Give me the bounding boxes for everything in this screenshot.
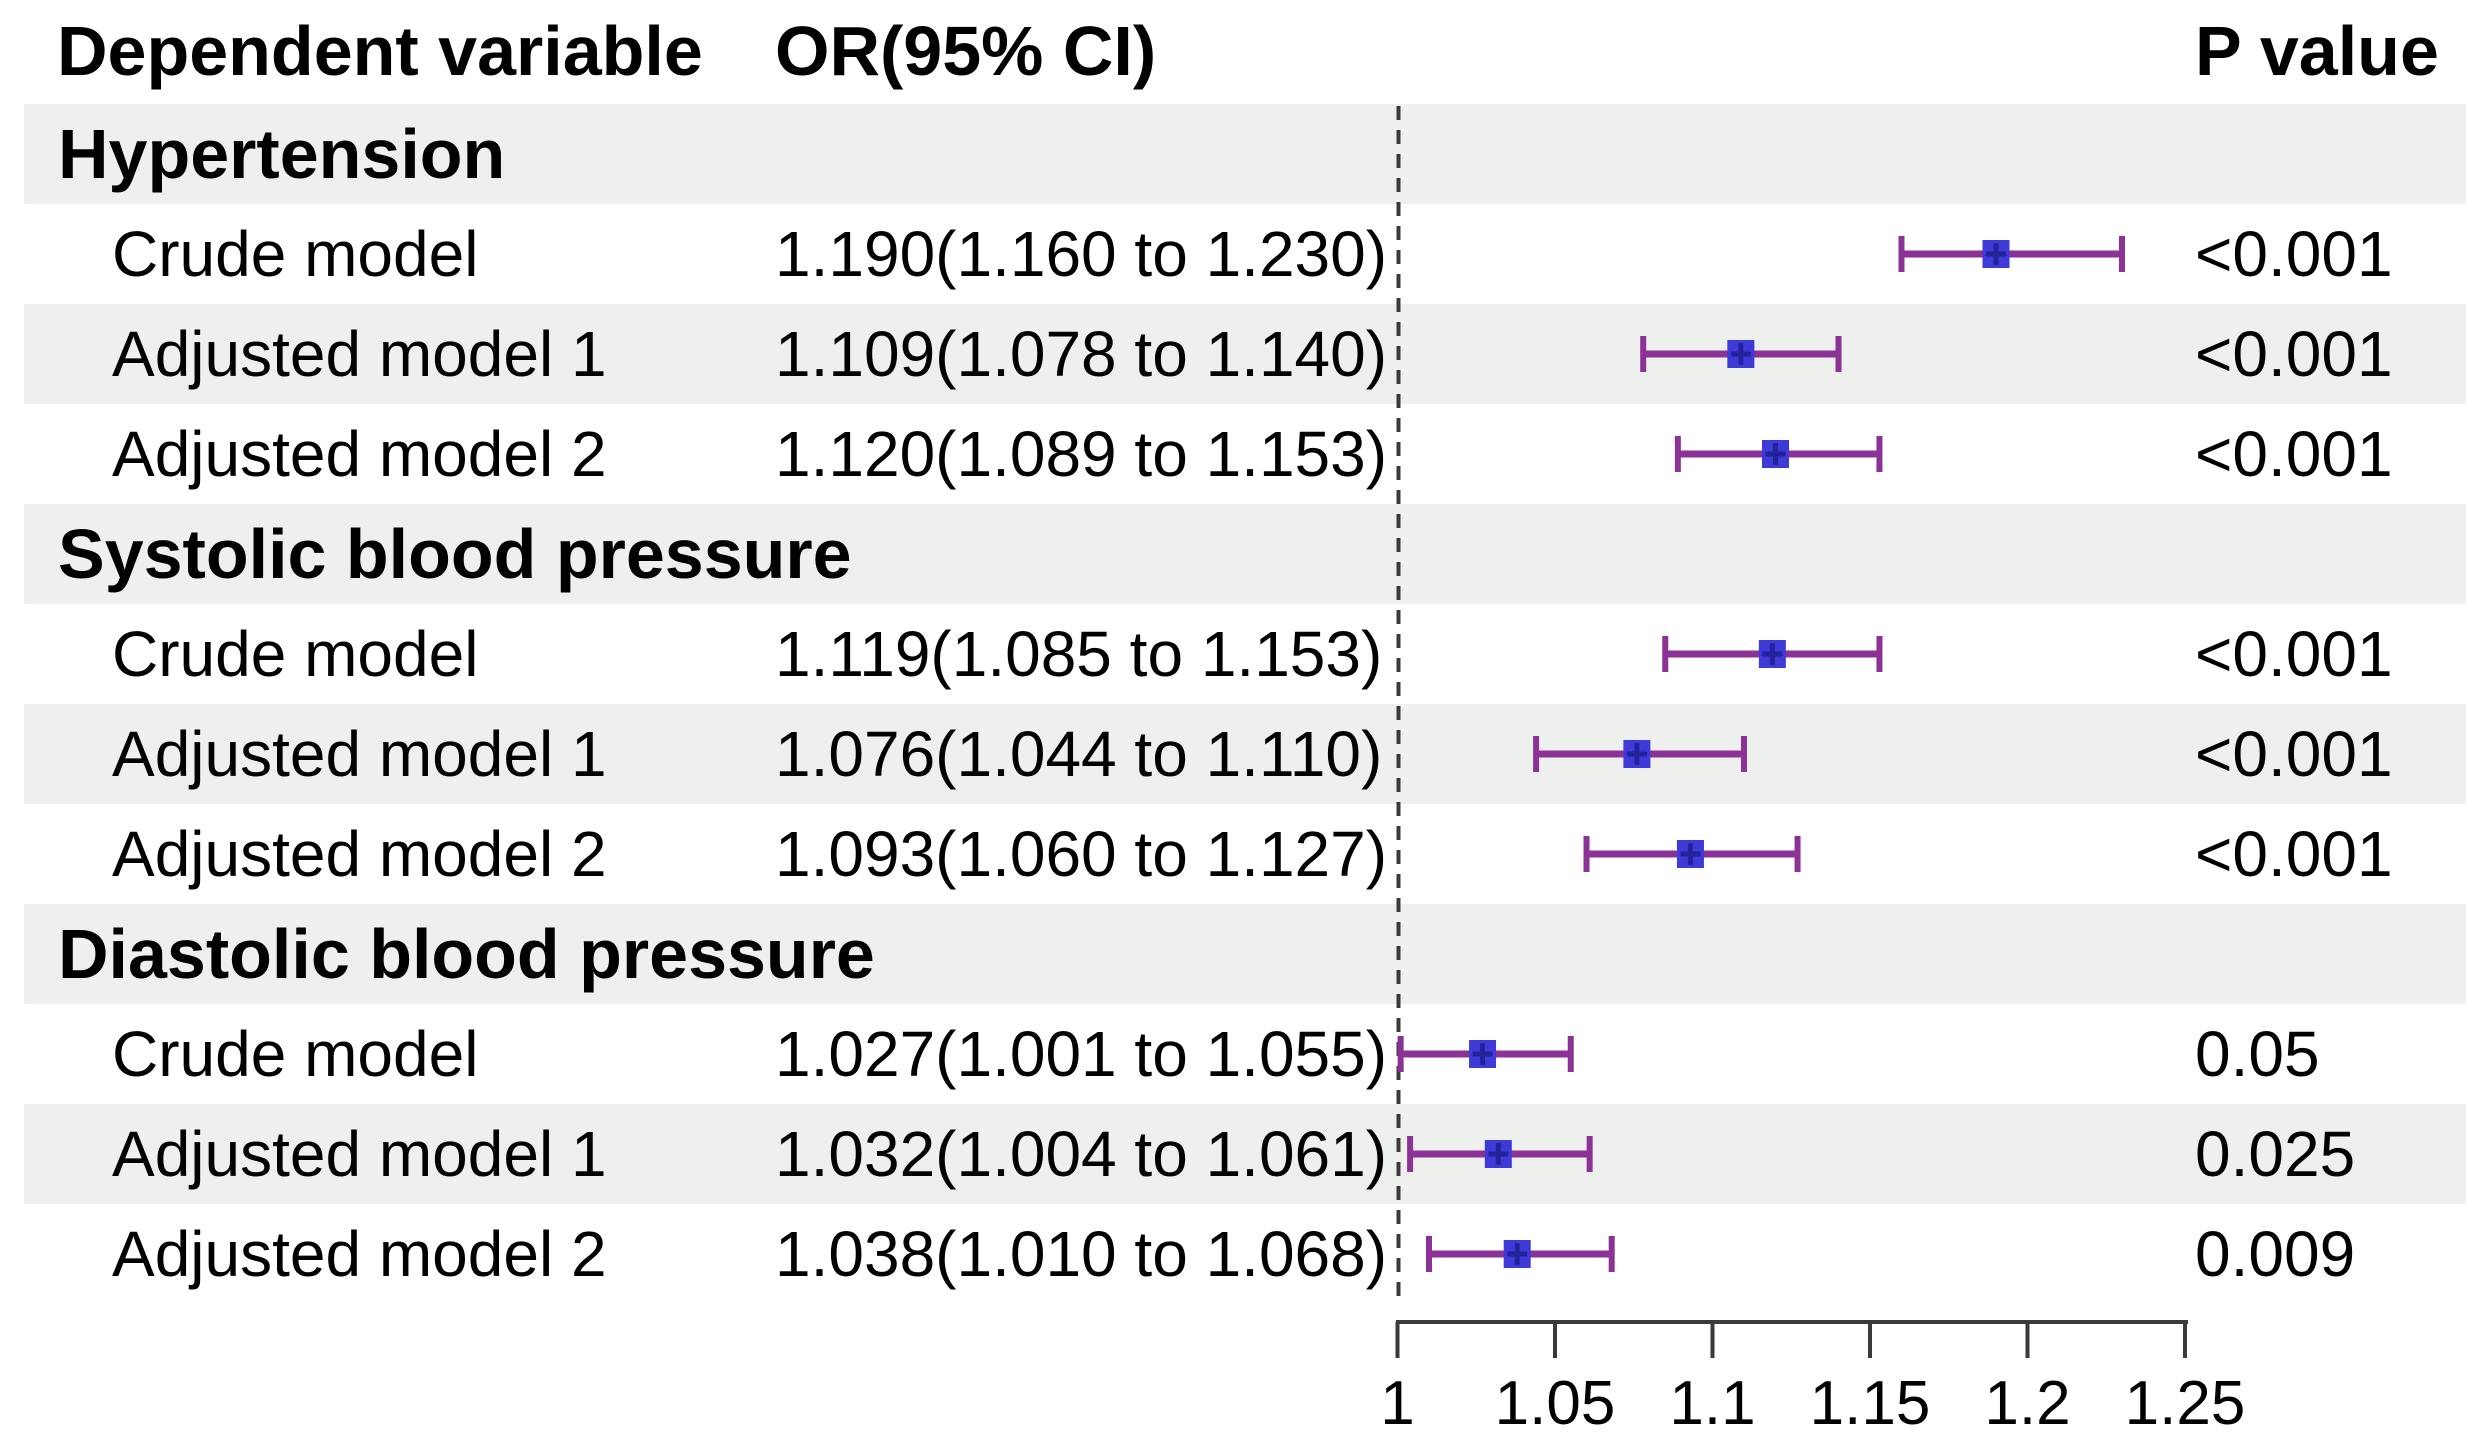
x-axis-tick-label: 1.2 [1984, 1369, 2070, 1438]
section-label: Hypertension [58, 115, 506, 193]
or-ci-value: 1.109(1.078 to 1.140) [775, 318, 1388, 390]
model-row: Adjusted model 2 1.093(1.060 to 1.127) <0.… [24, 804, 2466, 904]
x-axis-tick-label: 1.05 [1495, 1369, 1616, 1438]
or-ci-value: 1.032(1.004 to 1.061) [775, 1118, 1388, 1190]
x-axis-tick-label: 1 [1380, 1369, 1414, 1438]
or-ci-value: 1.038(1.010 to 1.068) [775, 1218, 1388, 1290]
or-ci-value: 1.119(1.085 to 1.153) [775, 618, 1383, 690]
model-row: Crude model 1.027(1.001 to 1.055) 0.05 [24, 1004, 2466, 1104]
x-axis-tick-label: 1.15 [1810, 1369, 1931, 1438]
or-ci-value: 1.027(1.001 to 1.055) [775, 1018, 1388, 1090]
p-value: 0.05 [2195, 1018, 2320, 1090]
p-value: <0.001 [2195, 718, 2393, 790]
header-or-ci: OR(95% CI) [775, 12, 1157, 90]
model-row: Adjusted model 2 1.038(1.010 to 1.068) 0.0… [24, 1204, 2466, 1304]
model-row: Adjusted model 1 1.032(1.004 to 1.061) 0.0… [24, 1104, 2466, 1204]
or-ci-value: 1.093(1.060 to 1.127) [775, 818, 1388, 890]
section-label: Systolic blood pressure [58, 515, 852, 593]
section-label: Diastolic blood pressure [58, 915, 875, 993]
model-row: Adjusted model 1 1.076(1.044 to 1.110) <0.… [24, 704, 2466, 804]
model-label: Adjusted model 1 [112, 718, 607, 790]
or-ci-value: 1.190(1.160 to 1.230) [775, 218, 1388, 290]
model-label: Adjusted model 2 [112, 818, 607, 890]
model-label: Adjusted model 2 [112, 1218, 607, 1290]
model-row: Adjusted model 1 1.109(1.078 to 1.140) <0.… [24, 304, 2466, 404]
model-label: Crude model [112, 618, 479, 690]
model-row: Crude model 1.119(1.085 to 1.153) <0.001 [24, 604, 2466, 704]
header-p-value: P value [2195, 12, 2439, 90]
p-value: <0.001 [2195, 418, 2393, 490]
p-value: 0.025 [2195, 1118, 2356, 1190]
p-value: <0.001 [2195, 318, 2393, 390]
model-label: Adjusted model 1 [112, 1118, 607, 1190]
model-row: Adjusted model 2 1.120(1.089 to 1.153) <0.… [24, 404, 2466, 504]
p-value: <0.001 [2195, 218, 2393, 290]
model-row: Crude model 1.190(1.160 to 1.230) <0.001 [24, 204, 2466, 304]
x-axis-tick-label: 1.25 [2125, 1369, 2246, 1438]
model-label: Crude model [112, 218, 479, 290]
model-label: Adjusted model 2 [112, 418, 607, 490]
section-row: Diastolic blood pressure [24, 904, 2466, 1004]
or-ci-value: 1.120(1.089 to 1.153) [775, 418, 1388, 490]
model-label: Crude model [112, 1018, 479, 1090]
p-value: <0.001 [2195, 618, 2393, 690]
p-value: 0.009 [2195, 1218, 2356, 1290]
x-axis-tick-label: 1.1 [1669, 1369, 1755, 1438]
section-row: Systolic blood pressure [24, 504, 2466, 604]
section-row: Hypertension [24, 104, 2466, 204]
p-value: <0.001 [2195, 818, 2393, 890]
or-ci-value: 1.076(1.044 to 1.110) [775, 718, 1383, 790]
header-dependent-variable: Dependent variable [57, 12, 703, 90]
model-label: Adjusted model 1 [112, 318, 607, 390]
